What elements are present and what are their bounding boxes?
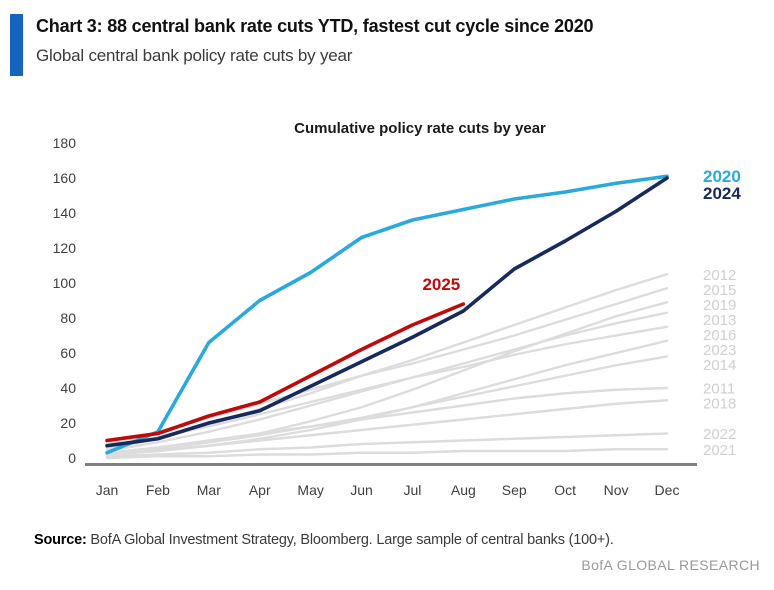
chart-title: Cumulative policy rate cuts by year [294, 120, 546, 137]
x-tick-label: Sep [502, 482, 527, 498]
series-label-2025: 2025 [422, 275, 460, 294]
series-line-2025 [105, 302, 466, 443]
header-accent-bar [10, 14, 23, 76]
y-tick-label: 80 [60, 310, 76, 326]
series-label-2020: 2020 [703, 167, 741, 186]
y-tick-label: 0 [68, 450, 76, 466]
series-label-2022: 2022 [703, 426, 736, 443]
y-tick-label: 160 [53, 170, 77, 186]
y-tick-label: 40 [60, 380, 76, 396]
source-label: Source: [34, 532, 87, 548]
source-note: Source: BofA Global Investment Strategy,… [34, 532, 764, 548]
series-label-2019: 2019 [703, 297, 736, 314]
series-label-2015: 2015 [703, 282, 736, 299]
y-tick-label: 120 [53, 240, 77, 256]
x-tick-label: May [297, 482, 323, 498]
y-tick-label: 100 [53, 275, 77, 291]
page-subtitle: Global central bank policy rate cuts by … [36, 46, 353, 65]
x-tick-label: Feb [146, 482, 170, 498]
series-label-2018: 2018 [703, 396, 736, 413]
series-line-2019 [105, 301, 669, 456]
x-tick-label: Oct [554, 482, 576, 498]
y-tick-label: 180 [53, 135, 77, 151]
series-line-2022 [105, 432, 669, 458]
series-label-2013: 2013 [703, 312, 736, 329]
series-label-2012: 2012 [703, 267, 736, 284]
x-tick-label: Mar [197, 482, 221, 498]
series-label-2023: 2023 [703, 342, 736, 359]
series-line-2014 [105, 355, 669, 456]
page-title: Chart 3: 88 central bank rate cuts YTD, … [36, 16, 594, 36]
chart-canvas: 0 20 40 60 80 100 120 140 160 180 Jan Feb Mar Apr May J… [53, 135, 742, 498]
series-line-2021 [105, 448, 669, 460]
series-line-2016 [105, 325, 669, 449]
x-tick-label: Jan [96, 482, 119, 498]
series-label-2014: 2014 [703, 357, 736, 374]
brand-mark: BofA GLOBAL RESEARCH [581, 557, 760, 573]
y-tick-label: 60 [60, 345, 76, 361]
y-tick-label: 140 [53, 205, 77, 221]
x-tick-label: Jul [404, 482, 422, 498]
x-tick-label: Jun [350, 482, 373, 498]
x-tick-label: Nov [604, 482, 629, 498]
x-tick-label: Dec [655, 482, 680, 498]
series-line-2018 [105, 399, 669, 456]
x-tick-label: Aug [451, 482, 476, 498]
series-label-2021: 2021 [703, 442, 736, 459]
y-tick-label: 20 [60, 415, 76, 431]
series-label-2016: 2016 [703, 327, 736, 344]
series-line-2011 [105, 386, 669, 454]
series-line-2024 [105, 176, 669, 448]
series-label-2011: 2011 [703, 381, 735, 398]
series-label-2024: 2024 [703, 184, 741, 203]
series-line-2020 [105, 174, 669, 455]
x-tick-label: Apr [249, 482, 271, 498]
source-text: BofA Global Investment Strategy, Bloombe… [86, 532, 614, 548]
